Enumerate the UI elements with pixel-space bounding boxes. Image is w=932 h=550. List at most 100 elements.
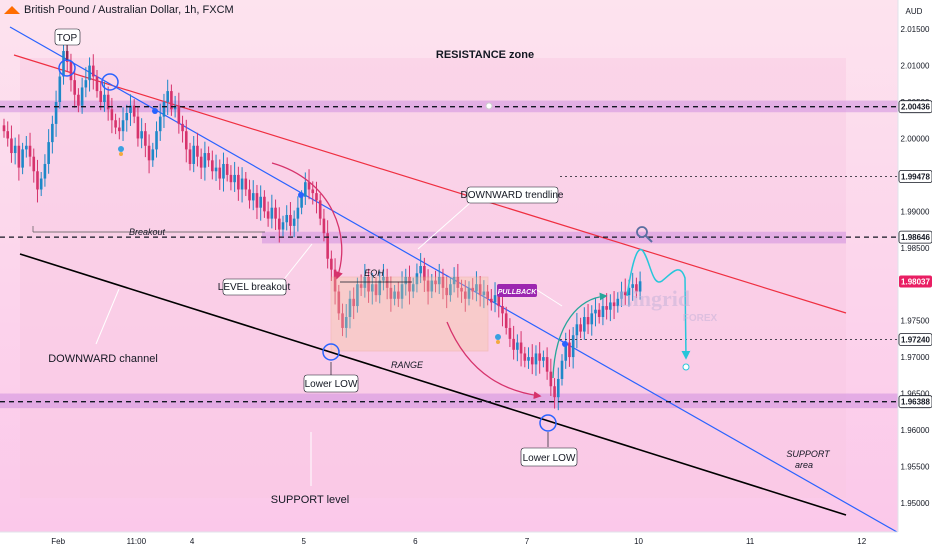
candle-body bbox=[530, 357, 534, 365]
candle-body bbox=[568, 342, 571, 358]
logo-icon bbox=[4, 6, 20, 14]
y-tick-label: 1.95000 bbox=[901, 499, 930, 508]
candle-body bbox=[54, 102, 58, 124]
candle-body bbox=[359, 284, 363, 288]
candle-body bbox=[177, 105, 181, 124]
price-tag-label: 1.99478 bbox=[901, 173, 930, 182]
candlestick-series bbox=[2, 38, 642, 411]
chart-background bbox=[0, 0, 898, 532]
candle-body bbox=[237, 174, 240, 190]
price-tag-box bbox=[898, 100, 932, 114]
resistance-trendline[interactable] bbox=[13, 54, 847, 314]
candle-body bbox=[69, 61, 73, 81]
downward-channel-label: DOWNWARD channel bbox=[48, 353, 158, 365]
candle-body bbox=[356, 284, 359, 307]
candle-body bbox=[144, 131, 147, 146]
lower-low-box-1 bbox=[303, 374, 359, 393]
candle-body bbox=[6, 131, 10, 139]
candle-body bbox=[586, 317, 590, 325]
candle-body bbox=[277, 218, 281, 230]
candle-body bbox=[95, 76, 99, 92]
x-tick-label: 7 bbox=[525, 537, 530, 546]
candle-body bbox=[404, 276, 408, 285]
candle-body bbox=[151, 149, 155, 161]
touch-dot-3 bbox=[562, 341, 568, 347]
candle-body bbox=[203, 153, 207, 168]
candle-body bbox=[28, 145, 32, 157]
candle-body bbox=[140, 131, 143, 139]
candle-body bbox=[549, 371, 553, 387]
candle-body bbox=[106, 94, 110, 110]
candle-body bbox=[560, 360, 564, 379]
candle-body bbox=[449, 284, 452, 296]
lower-low-circle-1 bbox=[322, 343, 340, 361]
candle-body bbox=[80, 87, 84, 106]
candle-body bbox=[199, 156, 203, 168]
candle-body bbox=[51, 123, 54, 143]
candle-body bbox=[162, 102, 166, 117]
price-tag-box bbox=[898, 333, 932, 347]
time-axis[interactable] bbox=[0, 532, 898, 550]
price-axis[interactable] bbox=[898, 0, 932, 550]
candle-body bbox=[631, 284, 634, 288]
downward-trendline-label: DOWNWARD trendline bbox=[461, 190, 564, 201]
pullback-box bbox=[497, 284, 537, 297]
watermark-sub: FOREX bbox=[683, 313, 718, 324]
candle-body bbox=[423, 266, 426, 281]
x-tick-label: 12 bbox=[857, 537, 866, 546]
candle-body bbox=[315, 193, 318, 201]
lower-low-box-2 bbox=[520, 447, 578, 467]
candle-body bbox=[248, 189, 251, 201]
breakout-label: Breakout bbox=[129, 227, 166, 237]
candle-body bbox=[504, 313, 508, 328]
candle-body bbox=[326, 233, 329, 259]
candle-body bbox=[251, 193, 255, 201]
candle-body bbox=[463, 291, 467, 299]
candle-body bbox=[445, 287, 448, 296]
candle-body bbox=[240, 178, 244, 190]
candle-body bbox=[333, 269, 337, 292]
candle-body bbox=[147, 145, 151, 161]
candle-body bbox=[564, 342, 568, 361]
candle-body bbox=[225, 163, 229, 175]
y-tick-label: 1.96000 bbox=[901, 426, 930, 435]
candle-body bbox=[471, 287, 475, 292]
candle-body bbox=[285, 214, 289, 223]
candle-body bbox=[374, 284, 378, 296]
candle-body bbox=[84, 80, 88, 88]
candle-body bbox=[590, 313, 594, 325]
price-tag-label: 1.98646 bbox=[901, 233, 930, 242]
candle-body bbox=[263, 196, 266, 212]
candle-body bbox=[415, 273, 419, 285]
downward-channel-leader bbox=[95, 288, 120, 345]
level-breakout-label: LEVEL breakout bbox=[218, 282, 291, 293]
resistance-marker bbox=[485, 102, 493, 110]
y-tick-label: 1.97500 bbox=[901, 317, 930, 326]
lower-low-circle-2 bbox=[539, 414, 557, 432]
candle-body bbox=[475, 284, 478, 292]
candle-body bbox=[292, 218, 296, 226]
candle-body bbox=[10, 138, 13, 154]
candle-body bbox=[397, 291, 400, 299]
candle-body bbox=[523, 353, 527, 361]
candle-body bbox=[211, 160, 214, 172]
forecast-dot bbox=[682, 363, 690, 371]
candle-body bbox=[441, 276, 445, 288]
lingrid-watermark: Lingrid FOREX bbox=[618, 286, 718, 324]
candle-body bbox=[344, 317, 348, 328]
candle-body bbox=[32, 156, 36, 172]
candle-body bbox=[188, 149, 192, 164]
magnifier-icon bbox=[636, 226, 653, 243]
candle-body bbox=[129, 105, 132, 113]
x-tick-label: 11:00 bbox=[127, 537, 147, 546]
candle-body bbox=[270, 207, 274, 219]
currency-label: AUD bbox=[906, 7, 923, 16]
candle-body bbox=[58, 76, 62, 103]
candle-body bbox=[118, 127, 121, 132]
candle-body bbox=[103, 94, 106, 103]
channel-lower-line[interactable] bbox=[19, 253, 847, 516]
candle-body bbox=[389, 287, 393, 299]
candle-body bbox=[620, 291, 623, 299]
range-label: RANGE bbox=[391, 360, 424, 370]
